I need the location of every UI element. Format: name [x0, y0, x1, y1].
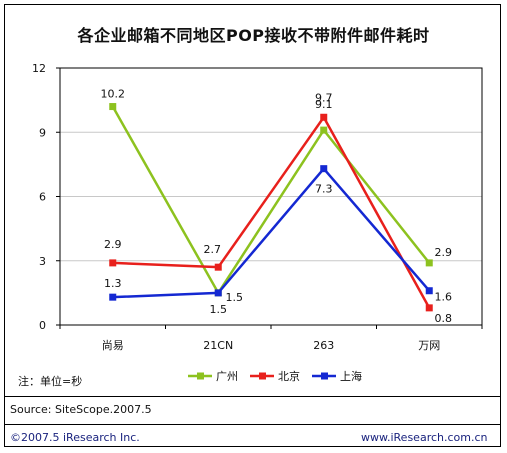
x-tick-label: 21CN — [203, 339, 233, 352]
data-label: 2.7 — [204, 243, 222, 256]
data-label: 1.5 — [210, 303, 228, 316]
divider — [4, 424, 501, 425]
series-line-1 — [112, 116, 431, 309]
legend-label: 上海 — [340, 369, 362, 383]
legend-marker — [321, 372, 328, 380]
chart-title: 各企业邮箱不同地区POP接收不带附件邮件耗时 — [77, 26, 430, 45]
series-layer — [109, 103, 433, 312]
source-text: Source: SiteScope.2007.5 — [10, 403, 152, 416]
grid-layer — [60, 131, 482, 262]
divider — [4, 396, 501, 397]
data-point — [320, 113, 328, 121]
x-tick-label: 263 — [313, 339, 334, 352]
data-label: 2.9 — [435, 246, 453, 259]
data-label: 1.3 — [104, 277, 122, 290]
data-point — [214, 263, 222, 271]
series-line-2 — [112, 167, 431, 299]
y-tick-label: 12 — [32, 62, 46, 75]
website-link[interactable]: www.iResearch.com.cn — [361, 431, 488, 444]
data-point — [425, 287, 433, 295]
data-point — [109, 293, 117, 301]
x-tick-label: 万网 — [418, 339, 440, 352]
series-line-0 — [111, 105, 431, 295]
data-point — [425, 259, 433, 267]
chart-frame — [4, 4, 501, 447]
data-label: 2.9 — [104, 238, 122, 251]
data-point — [109, 259, 117, 267]
legend-label: 北京 — [278, 369, 300, 383]
data-label: 0.8 — [435, 312, 453, 325]
data-label: 9.7 — [315, 91, 333, 104]
legend-label: 广州 — [216, 370, 238, 383]
label-layer: 10.2 1.5 9.1 2.9 2.9 2.7 9.7 0.8 1.3 1.5 7.3 1.6 — [101, 88, 453, 325]
data-label: 1.5 — [226, 291, 244, 304]
data-point — [214, 289, 222, 297]
data-point — [320, 126, 328, 134]
legend: 广州 北京 上海 — [188, 369, 362, 383]
y-tick-label: 3 — [39, 255, 46, 268]
y-tick-label: 0 — [39, 319, 46, 332]
axis-layer: 0 3 6 9 12 尚易 21CN 263 万网 — [32, 62, 483, 352]
copyright-text: ©2007.5 iResearch Inc. — [10, 431, 140, 444]
unit-note: 注：单位=秒 — [18, 375, 83, 388]
y-tick-label: 9 — [39, 126, 46, 139]
y-tick-label: 6 — [39, 191, 46, 204]
data-point — [109, 103, 117, 111]
data-label: 9.1 — [315, 98, 333, 111]
legend-marker — [259, 372, 266, 380]
data-label: 7.3 — [315, 183, 333, 196]
data-label: 1.6 — [435, 291, 453, 304]
data-label: 10.2 — [101, 88, 126, 101]
legend-marker — [197, 372, 204, 380]
data-point — [320, 165, 328, 173]
x-tick-label: 尚易 — [102, 338, 124, 352]
data-point — [425, 304, 433, 312]
